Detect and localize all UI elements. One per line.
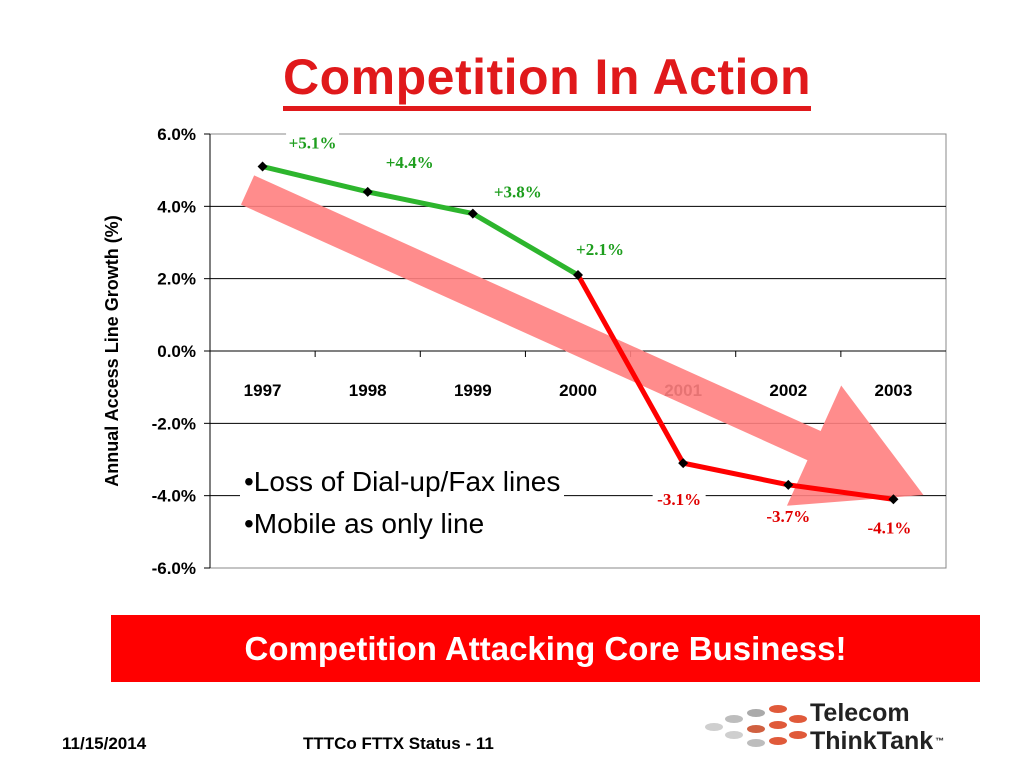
data-label-bg — [652, 489, 706, 512]
y-tick-label: 4.0% — [157, 197, 196, 216]
data-point-marker — [678, 458, 689, 469]
data-label-bg — [761, 505, 815, 528]
logo-dots-icon — [705, 705, 807, 747]
data-point-marker — [257, 161, 268, 172]
data-point-marker — [783, 479, 794, 490]
series-line-segment — [575, 272, 686, 466]
x-tick-label: 1998 — [349, 381, 387, 400]
bullet-list: •Loss of Dial-up/Fax lines •Mobile as on… — [240, 461, 565, 545]
y-tick-label: -2.0% — [152, 414, 196, 433]
data-label-bg — [286, 132, 340, 155]
data-label-bg — [491, 181, 545, 204]
slide-title: Competition In Action — [0, 48, 1024, 111]
data-label-bg — [573, 239, 627, 262]
logo-trademark: ™ — [935, 736, 945, 746]
data-point-marker — [573, 270, 583, 281]
x-tick-label: 1997 — [244, 381, 282, 400]
series-line-segment — [680, 460, 791, 488]
x-tick-label: 2000 — [559, 381, 597, 400]
data-label: +3.8% — [494, 183, 542, 202]
trend-arrow — [240, 175, 924, 506]
x-tick-label: 2003 — [875, 381, 913, 400]
data-point-marker — [362, 186, 373, 197]
y-tick-label: 0.0% — [157, 342, 196, 361]
banner: Competition Attacking Core Business! — [111, 615, 980, 682]
x-tick-label: 1999 — [454, 381, 492, 400]
y-tick-label: -6.0% — [152, 559, 196, 578]
x-tick-label: 2002 — [769, 381, 807, 400]
data-label: -4.1% — [867, 518, 911, 537]
series-line-segment — [365, 189, 476, 217]
y-tick-label: 6.0% — [157, 125, 196, 144]
footer-date: 11/15/2014 — [62, 734, 147, 753]
series-line-segment — [260, 164, 371, 195]
series-line-segment — [785, 482, 896, 502]
y-tick-label: 2.0% — [157, 270, 196, 289]
data-point-marker — [467, 208, 478, 219]
telecom-thinktank-logo: Telecom ThinkTank ™ — [700, 697, 1020, 759]
bullet-dialup: •Loss of Dial-up/Fax lines — [244, 466, 561, 497]
data-label: -3.1% — [657, 490, 701, 509]
logo-line-thinktank: ThinkTank — [810, 727, 934, 755]
bullet-mobile: •Mobile as only line — [244, 508, 485, 539]
data-label-bg — [862, 517, 916, 540]
y-tick-label: -4.0% — [152, 487, 196, 506]
y-axis-label: Annual Access Line Growth (%) — [102, 215, 122, 486]
series-line-segment — [470, 211, 581, 278]
data-label: +2.1% — [576, 240, 624, 259]
data-point-marker — [888, 494, 899, 505]
footer-slide-number: TTTCo FTTX Status - 11 — [303, 734, 494, 753]
data-label: +5.1% — [289, 134, 337, 153]
data-label-bg — [383, 151, 437, 174]
data-label: -3.7% — [766, 507, 810, 526]
logo-line-telecom: Telecom — [810, 699, 910, 727]
data-label: +4.4% — [386, 153, 434, 172]
